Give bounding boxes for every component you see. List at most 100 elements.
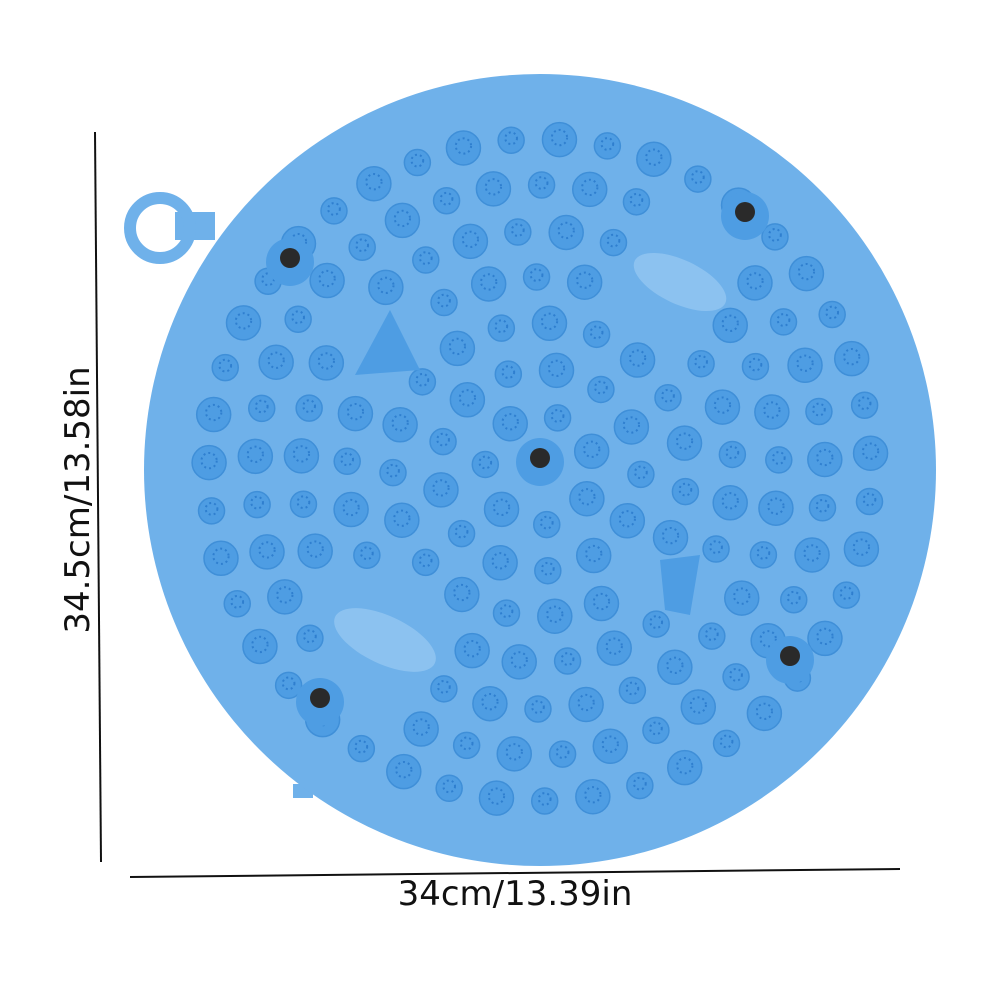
bump-dots (633, 776, 647, 791)
bump-dots (704, 627, 719, 641)
massage-bump (347, 734, 376, 763)
massage-bump (348, 233, 376, 262)
massage-bump (522, 263, 551, 291)
massage-bump (472, 685, 508, 722)
bump-dots (454, 524, 469, 539)
bump-dots (459, 736, 474, 751)
bump-dots (250, 495, 264, 510)
bump-dots (418, 553, 433, 568)
massage-bump (769, 308, 798, 336)
bump-dots (499, 604, 514, 618)
massage-bump (850, 391, 879, 419)
massage-bump (356, 165, 392, 202)
bump-dots (258, 541, 276, 559)
massage-bump (712, 485, 748, 521)
bump-dots (729, 668, 743, 682)
bump-dots (555, 745, 570, 759)
massage-bump (807, 620, 843, 657)
bump-dots (218, 358, 233, 373)
bump-dots (862, 492, 877, 507)
bump-dots (768, 228, 782, 242)
massage-bump (403, 148, 432, 177)
bump-dots (719, 734, 734, 749)
bump-dots (494, 319, 509, 334)
massage-bump (482, 545, 518, 581)
massage-bump (684, 165, 712, 193)
bump-dots (843, 348, 861, 366)
magnet-icon (280, 248, 300, 268)
massage-bump (543, 404, 572, 432)
bump-dots (815, 498, 830, 513)
bump-dots (539, 515, 554, 530)
bump-dots (675, 432, 694, 450)
bump-dots (694, 354, 708, 369)
bump-dots (594, 380, 608, 395)
bump-dots (437, 679, 451, 694)
bump-dots (487, 787, 506, 805)
bump-dots (560, 652, 575, 666)
magnets (266, 192, 814, 726)
massage-bump (712, 729, 741, 758)
bump-dots (354, 739, 369, 754)
bump-dots (491, 552, 509, 570)
massage-bump (237, 438, 274, 475)
massage-bump (504, 218, 532, 246)
massage-bump (452, 731, 481, 760)
massage-bump (496, 736, 532, 772)
massage-bump (423, 472, 459, 508)
massage-bump (471, 450, 500, 479)
massage-bump (718, 440, 747, 469)
bump-dots (276, 586, 294, 604)
bump-dots (291, 310, 306, 325)
massage-bump (432, 187, 461, 215)
massage-bump (807, 441, 843, 478)
bump-dots (267, 351, 285, 369)
massage-bump (575, 779, 611, 815)
massage-bump (568, 686, 604, 723)
bump-dots (318, 269, 336, 288)
massage-bump (353, 541, 381, 570)
bump-dots (576, 271, 594, 289)
bump-dots (797, 262, 816, 281)
massage-bump (596, 630, 632, 666)
massage-bump (619, 342, 656, 378)
massage-bump (749, 541, 778, 569)
bump-dots (649, 721, 663, 736)
bump-dots (628, 349, 647, 367)
massage-bump (382, 407, 418, 443)
bump-dots (678, 482, 693, 497)
bump-dots (478, 455, 493, 470)
massage-bump (746, 695, 783, 732)
bump-dots (786, 590, 801, 605)
bump-dots (529, 268, 544, 282)
massage-bump (333, 447, 361, 476)
bump-dots (484, 178, 503, 196)
bump-dots (251, 635, 269, 654)
bump-dots (480, 273, 498, 291)
massage-bump (761, 223, 789, 251)
bump-dots (776, 313, 791, 327)
massage-bump (501, 644, 537, 680)
bump-dots (584, 786, 602, 804)
massage-bump (626, 771, 654, 800)
bump-dots (546, 605, 564, 623)
massage-bump (203, 540, 239, 577)
bump-dots (303, 629, 317, 644)
massage-bump (384, 502, 420, 538)
bump-dots (725, 445, 740, 460)
bump-dots (629, 192, 644, 207)
bump-dots (481, 693, 499, 711)
bump-dots (463, 640, 481, 658)
massage-bump (333, 491, 369, 528)
bump-dots (505, 743, 523, 761)
hanging-ring (124, 192, 215, 264)
bump-dots (395, 761, 413, 779)
massage-bump (487, 314, 516, 342)
bump-dots (327, 202, 341, 216)
massage-bump (429, 427, 457, 456)
massage-bump (283, 438, 320, 474)
bump-dots (540, 561, 555, 576)
bump-dots (618, 510, 636, 528)
massage-bump (452, 223, 489, 260)
bump-dots (600, 137, 615, 151)
